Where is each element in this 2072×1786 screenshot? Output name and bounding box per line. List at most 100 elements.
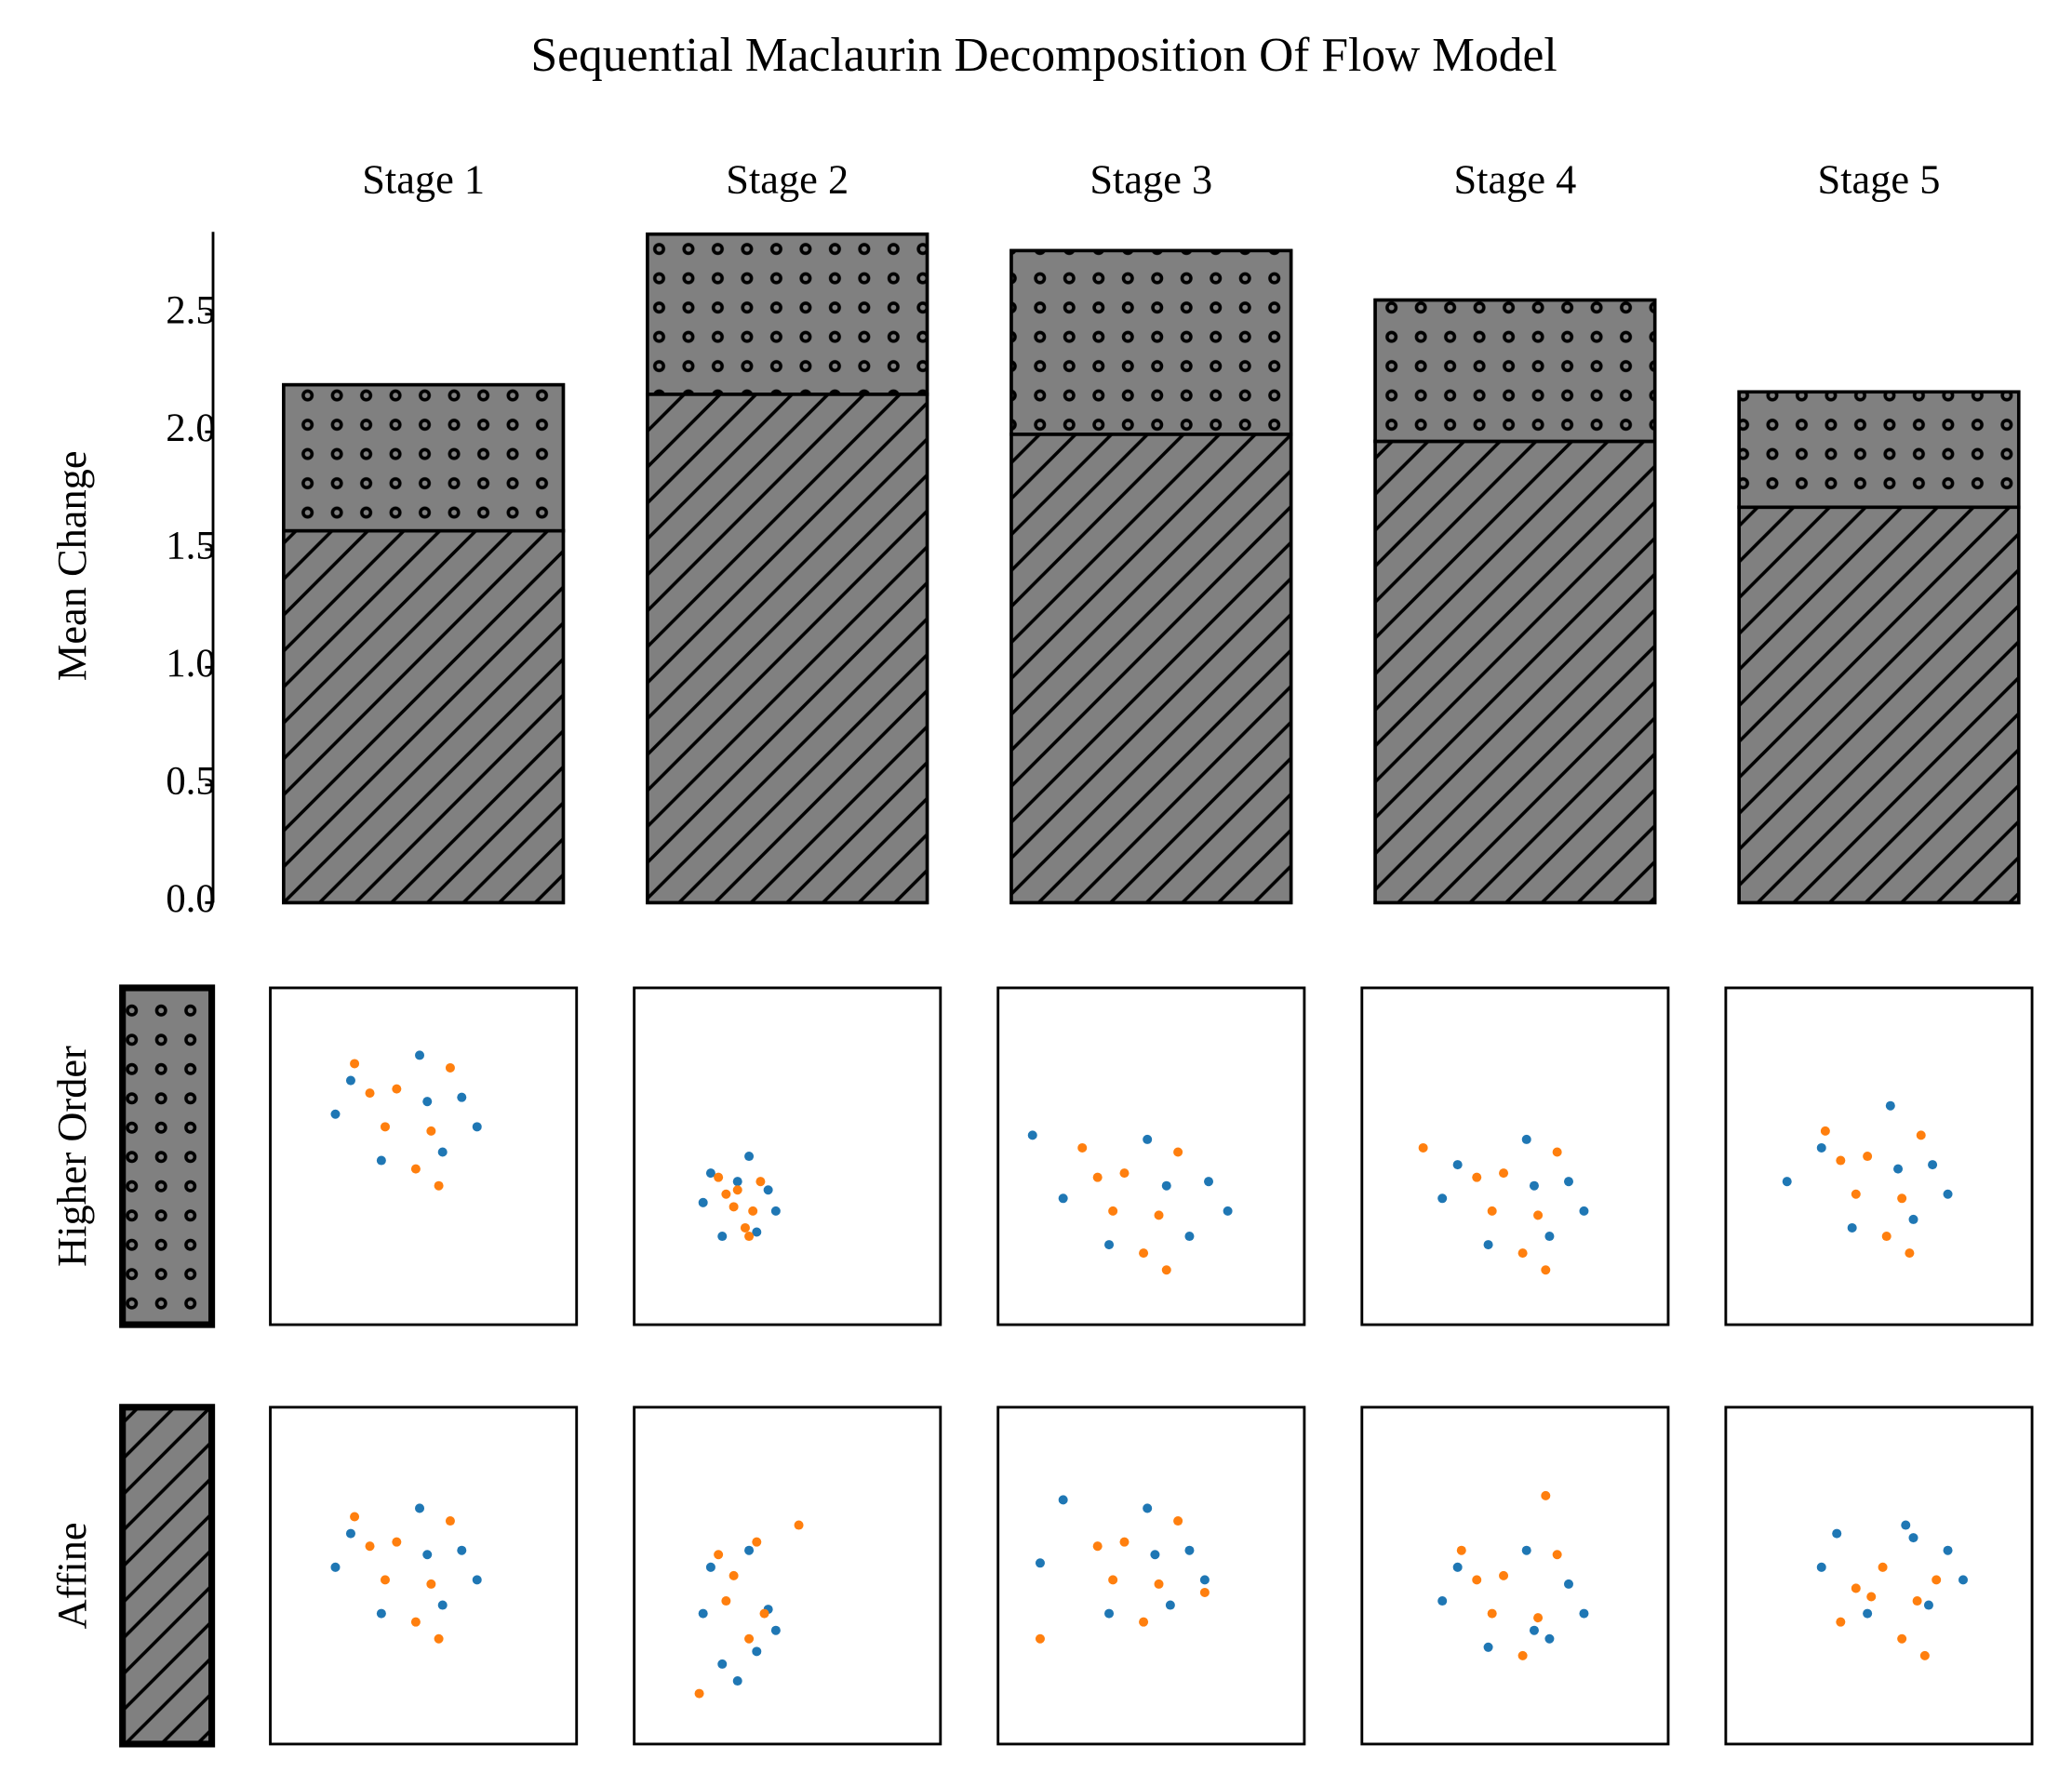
scatter-point <box>426 1579 436 1589</box>
scatter-point <box>472 1575 482 1585</box>
stage-label: Stage 5 <box>1818 156 1941 203</box>
scatter-point <box>1058 1193 1068 1204</box>
scatter-point <box>1541 1265 1551 1275</box>
scatter-point <box>752 1537 762 1547</box>
scatter-point <box>1847 1222 1857 1233</box>
scatter-point <box>732 1676 742 1686</box>
scatter-point <box>770 1625 781 1635</box>
scatter-point <box>1932 1575 1942 1585</box>
scatter-point <box>1541 1490 1551 1500</box>
scatter-point <box>392 1084 402 1094</box>
bar-hatch <box>646 393 929 905</box>
scatter-point <box>1154 1210 1164 1220</box>
scatter-point <box>721 1596 731 1606</box>
scatter-point <box>744 1545 755 1555</box>
scatter-point <box>794 1520 804 1530</box>
scatter-point <box>1483 1642 1493 1652</box>
scatter-point <box>1866 1592 1877 1602</box>
scatter-point <box>1517 1650 1528 1660</box>
scatter-point <box>1173 1516 1183 1526</box>
scatter-point <box>1184 1232 1195 1242</box>
scatter-point <box>770 1206 781 1216</box>
y-tick-label: 1.5 <box>166 525 216 568</box>
scatter-point <box>445 1516 455 1526</box>
scatter-point <box>1908 1214 1918 1224</box>
scatter-point <box>705 1562 715 1572</box>
scatter-panel <box>1724 986 2034 1326</box>
scatter-point <box>1035 1558 1045 1568</box>
scatter-point <box>1199 1587 1210 1597</box>
bar-hatch <box>1373 298 1657 444</box>
scatter-point <box>1418 1142 1428 1153</box>
plot-area: 0.0 0.5 1.0 1.5 2.0 2.5 Stage 1 Stage 2 Stage 3 S… <box>48 156 2034 1748</box>
scatter-point <box>345 1528 355 1539</box>
scatter-point <box>1199 1575 1210 1585</box>
scatter-point <box>1139 1617 1149 1627</box>
scatter-point <box>729 1202 739 1212</box>
bar-hatch <box>646 232 929 396</box>
stage-label: Stage 3 <box>1089 156 1212 203</box>
scatter-point <box>1579 1206 1589 1216</box>
scatter-point <box>1816 1142 1826 1153</box>
y-tick-label: 0.0 <box>166 877 216 921</box>
scatter-point <box>714 1172 724 1182</box>
scatter-point <box>1544 1633 1555 1644</box>
scatter-point <box>1058 1495 1068 1505</box>
scatter-point <box>1881 1232 1892 1242</box>
scatter-point <box>1173 1147 1183 1157</box>
scatter-point <box>1184 1545 1195 1555</box>
scatter-panel <box>269 1406 579 1746</box>
stage-label: Stage 1 <box>362 156 485 203</box>
scatter-point <box>752 1227 762 1237</box>
scatter-point <box>1851 1583 1861 1593</box>
scatter-point <box>1885 1100 1895 1111</box>
scatter-point <box>1943 1189 1953 1199</box>
scatter-point <box>744 1232 755 1242</box>
scatter-point <box>1104 1608 1115 1619</box>
scatter-point <box>1150 1550 1160 1560</box>
scatter-point <box>1782 1177 1792 1187</box>
scatter-point <box>472 1122 482 1132</box>
scatter-point <box>1452 1160 1463 1170</box>
bar-hatch <box>1737 505 2021 905</box>
scatter-point <box>694 1688 704 1699</box>
scatter-point <box>732 1177 742 1187</box>
scatter-point <box>1437 1193 1448 1204</box>
scatter-point <box>1092 1541 1103 1552</box>
scatter-point <box>350 1059 360 1069</box>
scatter-point <box>1521 1134 1531 1144</box>
scatter-point <box>376 1608 386 1619</box>
scatter-point <box>415 1050 425 1060</box>
scatter-point <box>1108 1206 1118 1216</box>
scatter-point <box>1919 1650 1930 1660</box>
scatter-point <box>457 1092 467 1102</box>
scatter-point <box>1472 1172 1482 1182</box>
scatter-point <box>422 1097 433 1107</box>
scatter-point <box>392 1537 402 1547</box>
y-tick-label: 1.0 <box>166 642 216 686</box>
scatter-point <box>1223 1206 1233 1216</box>
scatter-point <box>1901 1520 1911 1530</box>
scatter-point <box>1863 1608 1873 1619</box>
scatter-point <box>1487 1608 1497 1619</box>
scatter-point <box>1893 1164 1904 1174</box>
legend-swatch <box>119 1404 216 1748</box>
stage-label: Stage 2 <box>726 156 849 203</box>
scatter-point <box>1912 1596 1922 1606</box>
scatter-point <box>1832 1528 1842 1539</box>
scatter-point <box>1143 1503 1153 1513</box>
bar-hatch <box>1009 433 1293 905</box>
scatter-point <box>752 1646 762 1657</box>
scatter-panel <box>633 986 942 1326</box>
scatter-point <box>1958 1575 1969 1585</box>
scatter-point <box>1851 1189 1861 1199</box>
scatter-point <box>1139 1248 1149 1259</box>
scatter-point <box>445 1062 455 1073</box>
scatter-point <box>426 1126 436 1136</box>
scatter-point <box>376 1155 386 1166</box>
scatter-point <box>410 1617 421 1627</box>
scatter-point <box>1529 1625 1539 1635</box>
bar-hatch <box>1737 390 2021 510</box>
scatter-point <box>1529 1180 1539 1191</box>
